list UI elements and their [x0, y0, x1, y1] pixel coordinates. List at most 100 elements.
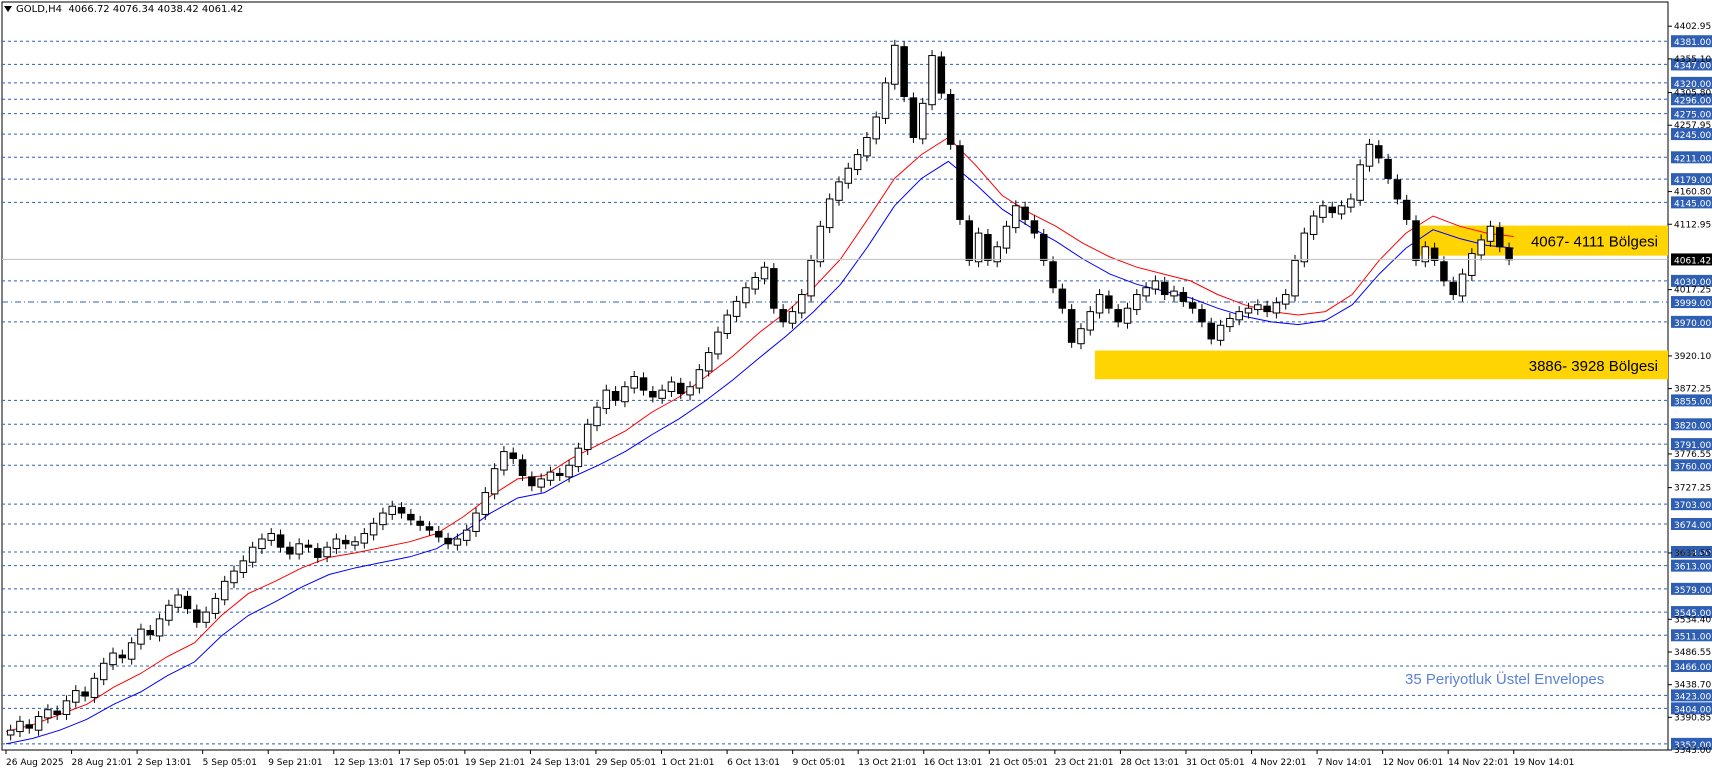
candle-body	[528, 476, 536, 487]
candle-body	[490, 468, 499, 495]
candle-body	[1393, 179, 1402, 200]
candle-body	[462, 529, 471, 541]
candle-body	[1105, 295, 1113, 309]
level-label: 4275.00	[1674, 111, 1711, 121]
candle-body	[1254, 304, 1262, 311]
x-axis-tick-label: 19 Sep 21:01	[465, 758, 525, 768]
x-axis-tick-label: 7 Nov 14:01	[1317, 758, 1372, 768]
level-badge	[1671, 274, 1712, 287]
candle-body	[425, 526, 434, 531]
candle-body	[825, 198, 834, 229]
level-label: 3423.00	[1674, 692, 1711, 702]
candle-body	[453, 538, 462, 546]
candle-body	[565, 464, 573, 478]
candle-body	[909, 97, 918, 138]
support-resistance-zone	[1094, 350, 1668, 380]
candle-body	[667, 381, 676, 393]
candle-body	[304, 544, 313, 548]
candle-body	[723, 314, 732, 334]
candle-body	[1505, 247, 1513, 261]
candle-body	[230, 570, 238, 584]
x-axis-tick-label: 12 Nov 06:01	[1383, 758, 1444, 768]
candle-body	[314, 548, 322, 558]
candle-body	[1244, 307, 1253, 314]
indicator-note: 35 Periyotluk Üstel Envelopes	[1405, 670, 1604, 688]
level-badge	[1671, 418, 1712, 431]
level-badge	[1671, 107, 1712, 120]
x-axis-tick-label: 9 Oct 05:01	[793, 758, 846, 768]
candle-body	[127, 642, 136, 660]
candle-body	[1151, 280, 1160, 290]
candle-body	[1449, 281, 1457, 296]
level-badge	[1671, 660, 1712, 673]
candle-body	[1319, 205, 1327, 218]
x-axis-tick-label: 31 Oct 05:01	[1186, 758, 1245, 768]
candle-body	[1142, 287, 1150, 297]
candle-body	[844, 167, 853, 184]
candle-body	[481, 492, 490, 515]
candle-body	[1347, 198, 1355, 208]
candle-body	[109, 652, 117, 666]
candle-body	[397, 507, 406, 514]
candle-body	[286, 546, 294, 555]
current-price-badge	[1671, 253, 1712, 266]
candle-body	[1002, 225, 1011, 249]
candle-body	[137, 628, 145, 645]
candle-body	[881, 82, 890, 119]
level-badge	[1671, 394, 1712, 407]
candle-body	[574, 447, 583, 468]
candle-body	[1188, 302, 1197, 309]
candle-body	[1170, 290, 1178, 297]
y-axis-tick-label: 3486.55	[1674, 648, 1711, 658]
level-label: 4320.00	[1674, 80, 1711, 90]
candle-body	[928, 55, 936, 106]
candle-body	[1049, 261, 1057, 289]
candle-body	[118, 654, 127, 659]
candle-body	[639, 377, 648, 391]
y-axis-tick-label: 3776.55	[1674, 450, 1711, 460]
candle-body	[742, 287, 750, 304]
candle-body	[602, 389, 611, 410]
level-badge	[1671, 93, 1712, 106]
level-label: 4211.00	[1674, 154, 1711, 164]
level-label: 3760.00	[1674, 462, 1711, 472]
dropdown-triangle-icon[interactable]	[4, 6, 12, 12]
candle-body	[1496, 227, 1504, 248]
x-axis-tick-label: 28 Aug 21:01	[72, 758, 133, 768]
level-badge	[1671, 629, 1712, 642]
candle-body	[946, 93, 955, 145]
candle-body	[332, 538, 341, 550]
support-resistance-zone	[1414, 225, 1668, 256]
level-badge	[1671, 737, 1712, 750]
candle-body	[351, 541, 359, 546]
level-label: 4245.00	[1674, 131, 1711, 141]
x-axis-tick-label: 17 Sep 05:01	[399, 758, 459, 768]
candle-body	[1486, 225, 1495, 242]
y-axis-tick-label: 4305.80	[1674, 89, 1711, 99]
x-axis-tick-label: 6 Oct 13:01	[727, 758, 780, 768]
candle-body	[6, 729, 15, 736]
candle-body	[155, 618, 164, 637]
y-axis-tick-label: 4402.95	[1674, 22, 1711, 32]
candle-body	[1291, 259, 1299, 297]
y-axis-tick-label: 3631.55	[1674, 549, 1711, 559]
candle-body	[183, 595, 192, 610]
level-badge	[1671, 545, 1712, 558]
level-badge	[1671, 296, 1712, 309]
x-axis-tick-label: 5 Sep 05:01	[203, 758, 257, 768]
ema-lower-line	[5, 160, 1514, 745]
candle-body	[1440, 261, 1448, 282]
candle-body	[630, 375, 638, 389]
x-axis-tick-label: 9 Sep 21:01	[268, 758, 322, 768]
level-badge	[1671, 438, 1712, 451]
x-axis-tick-label: 19 Nov 14:01	[1514, 758, 1575, 768]
candle-body	[1300, 232, 1309, 263]
x-axis-tick-label: 29 Sep 05:01	[596, 758, 656, 768]
candle-body	[323, 546, 331, 558]
candle-body	[509, 452, 517, 459]
candle-body	[1337, 205, 1346, 215]
candle-body	[248, 546, 257, 563]
candle-body	[379, 512, 387, 526]
